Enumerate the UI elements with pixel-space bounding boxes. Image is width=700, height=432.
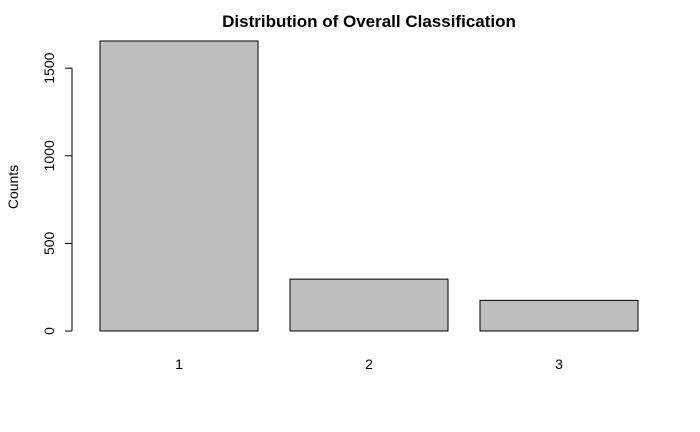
y-tick-label: 0: [41, 327, 57, 335]
x-tick-label-3: 3: [555, 356, 563, 372]
y-tick-label: 500: [41, 231, 57, 255]
y-tick-label: 1000: [41, 140, 57, 171]
y-axis-label: Counts: [5, 165, 21, 209]
bar-2: [289, 278, 449, 332]
x-tick-labels: 1 2 3: [175, 356, 563, 372]
x-tick-label-2: 2: [365, 356, 373, 372]
y-axis: 0 500 1000 1500: [41, 52, 73, 335]
bar-1: [99, 40, 259, 332]
y-tick-label: 1500: [41, 52, 57, 83]
bar-3: [479, 299, 639, 332]
chart-title: Distribution of Overall Classification: [222, 12, 516, 31]
x-tick-label-1: 1: [175, 356, 183, 372]
bars-group: [99, 40, 639, 332]
